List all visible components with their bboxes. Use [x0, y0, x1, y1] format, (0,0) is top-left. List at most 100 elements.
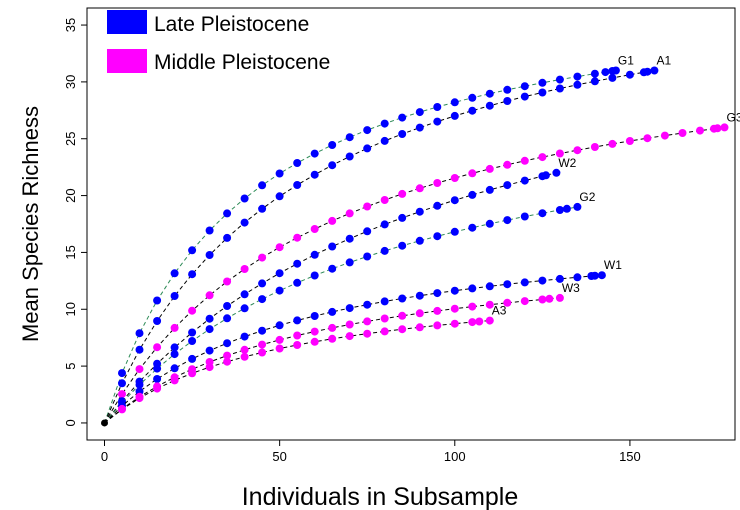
y-tick-label: 5 — [63, 362, 78, 369]
data-point — [258, 340, 267, 349]
curve-label-w3: W3 — [562, 281, 580, 295]
data-point — [293, 331, 302, 340]
curve-label-a3: A3 — [492, 304, 507, 318]
data-point — [415, 184, 424, 193]
data-point — [293, 278, 302, 287]
plot-frame — [86, 7, 736, 441]
data-point — [485, 101, 494, 110]
data-point — [363, 202, 372, 211]
data-point — [601, 68, 610, 77]
data-point — [153, 364, 162, 373]
data-point — [538, 209, 547, 218]
data-point — [590, 69, 599, 78]
data-point — [485, 316, 494, 325]
curve-label-g1: G1 — [618, 54, 634, 68]
legend-label-late-pleistocene: Late Pleistocene — [154, 13, 309, 36]
data-point — [135, 345, 144, 354]
data-point — [398, 294, 407, 303]
data-point — [485, 300, 494, 309]
data-point — [328, 307, 337, 316]
data-point — [520, 176, 529, 185]
data-point — [240, 265, 249, 273]
data-point — [562, 204, 571, 213]
data-point — [345, 152, 354, 161]
data-point — [310, 327, 319, 336]
data-point — [240, 332, 249, 341]
data-point — [625, 70, 634, 79]
data-point — [650, 66, 659, 75]
data-point — [433, 117, 442, 126]
data-point — [696, 126, 704, 135]
data-point — [118, 390, 126, 399]
legend-label-middle-pleistocene: Middle Pleistocene — [154, 51, 330, 74]
curve-label-g3: G3 — [726, 110, 740, 124]
data-point — [415, 323, 424, 332]
data-point — [240, 218, 249, 227]
legend-swatch-late-pleistocene — [107, 10, 147, 34]
data-point — [485, 219, 494, 228]
data-point — [468, 190, 477, 199]
y-tick-label: 15 — [63, 245, 78, 259]
series-a1 — [104, 66, 659, 424]
data-point — [503, 160, 512, 169]
data-point — [345, 258, 354, 267]
data-point — [345, 320, 354, 329]
data-point — [398, 189, 407, 198]
data-point — [555, 149, 564, 158]
data-point — [170, 376, 179, 385]
data-point — [188, 337, 197, 345]
data-point — [503, 280, 512, 289]
data-point — [118, 405, 126, 414]
data-point — [240, 352, 249, 361]
data-point — [240, 304, 249, 313]
x-tick-label: 0 — [101, 449, 108, 464]
data-point — [545, 294, 554, 303]
data-point — [433, 306, 442, 315]
data-point — [468, 169, 477, 178]
data-point — [450, 304, 459, 313]
data-point — [293, 159, 302, 167]
series-a3 — [104, 316, 494, 424]
data-point — [720, 123, 729, 132]
data-point — [328, 334, 337, 343]
data-point — [415, 207, 424, 216]
data-point — [538, 153, 547, 162]
data-point — [275, 243, 284, 252]
data-point — [520, 82, 529, 91]
data-point — [240, 194, 249, 203]
data-point — [275, 192, 284, 201]
curves — [101, 66, 729, 427]
series-g3 — [104, 123, 729, 424]
data-point — [380, 136, 389, 145]
data-point — [345, 304, 354, 313]
data-point — [293, 181, 302, 189]
curve-label-g2: G2 — [579, 190, 595, 204]
series-line — [104, 126, 725, 424]
data-point — [541, 171, 550, 180]
data-point — [520, 212, 529, 221]
data-point — [170, 343, 179, 352]
series-line — [104, 172, 557, 424]
data-point — [415, 309, 424, 318]
data-point — [153, 296, 162, 305]
data-point — [415, 291, 424, 300]
data-point — [345, 209, 354, 218]
data-point — [118, 369, 126, 378]
y-axis-title: Mean Species Richness — [18, 106, 43, 342]
data-point — [590, 77, 599, 86]
data-point — [468, 223, 477, 232]
data-point — [555, 84, 564, 93]
data-point — [310, 337, 319, 346]
data-point — [135, 380, 144, 389]
data-point — [363, 252, 372, 261]
data-point — [538, 276, 547, 285]
data-point — [170, 364, 179, 373]
data-point — [380, 196, 389, 204]
data-point — [135, 365, 144, 374]
data-point — [258, 326, 267, 335]
data-point — [587, 272, 596, 280]
x-tick-label: 100 — [444, 449, 466, 464]
data-point — [275, 335, 284, 344]
data-point — [538, 78, 547, 87]
data-point — [188, 328, 197, 337]
